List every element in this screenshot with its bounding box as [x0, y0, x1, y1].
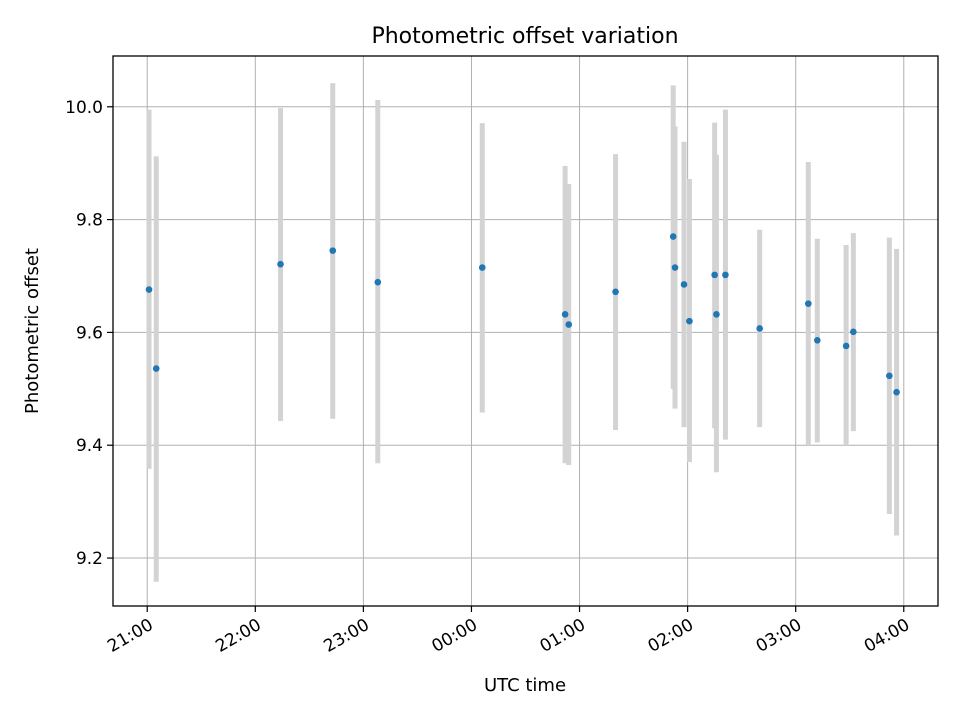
data-point	[893, 388, 900, 396]
data-point	[561, 311, 569, 318]
data-point	[756, 325, 763, 332]
data-point	[565, 321, 573, 328]
data-point	[886, 372, 893, 380]
data-points	[145, 233, 900, 396]
y-tick-label: 9.6	[76, 323, 103, 343]
data-point	[711, 271, 718, 279]
y-tick-label: 10.0	[65, 98, 103, 118]
data-point	[374, 278, 382, 286]
data-point	[680, 281, 688, 288]
y-axis-label: Photometric offset	[22, 248, 43, 414]
data-point	[722, 271, 729, 279]
y-axis: 9.2 9.4 9.6 9.8 10.0	[65, 98, 113, 569]
data-point	[329, 247, 337, 254]
y-tick-label: 9.2	[76, 549, 103, 569]
data-point	[814, 337, 821, 344]
data-point	[842, 342, 850, 350]
plot-frame	[112, 55, 939, 607]
data-point	[669, 233, 677, 240]
data-point	[686, 317, 693, 325]
data-point	[145, 286, 153, 293]
data-point	[850, 328, 857, 336]
data-point	[478, 264, 486, 271]
y-tick-label: 9.8	[76, 211, 103, 231]
chart-title: Photometric offset variation	[371, 24, 678, 49]
y-tick-label: 9.4	[76, 436, 103, 456]
x-axis-label: UTC time	[484, 675, 566, 696]
grid	[113, 56, 938, 606]
data-point	[805, 300, 812, 307]
data-point	[152, 365, 160, 372]
data-point	[713, 311, 720, 318]
data-point	[277, 260, 284, 268]
data-point	[671, 264, 679, 271]
data-point	[612, 288, 619, 296]
